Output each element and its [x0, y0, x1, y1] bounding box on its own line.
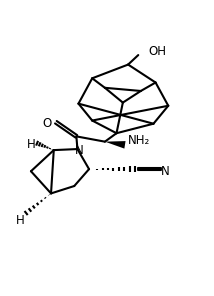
Polygon shape: [105, 141, 126, 149]
Text: O: O: [42, 117, 51, 130]
Text: NH₂: NH₂: [128, 134, 150, 147]
Text: OH: OH: [148, 45, 166, 58]
Text: H: H: [16, 214, 24, 227]
Text: N: N: [161, 165, 170, 178]
Text: H: H: [27, 138, 35, 151]
Text: N: N: [75, 144, 84, 157]
